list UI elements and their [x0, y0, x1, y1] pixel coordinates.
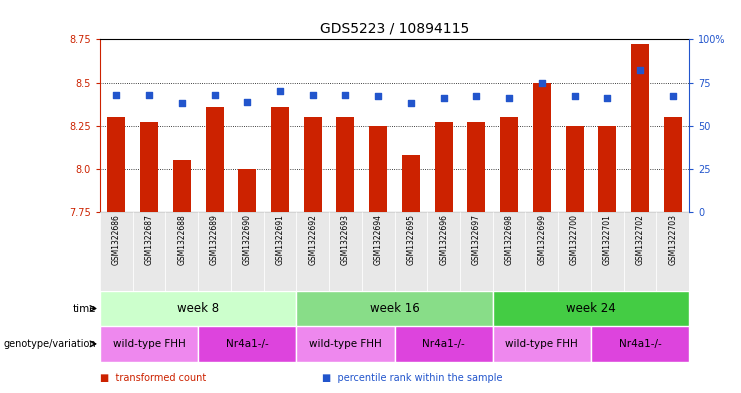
Text: Nr4a1-/-: Nr4a1-/- — [422, 339, 465, 349]
Bar — [493, 326, 591, 362]
Point — [471, 93, 482, 99]
Bar — [100, 291, 296, 326]
Bar — [435, 122, 453, 212]
Text: GSM1322703: GSM1322703 — [668, 214, 677, 265]
Bar — [533, 83, 551, 212]
Bar — [199, 212, 231, 291]
Bar — [565, 126, 584, 212]
Bar — [591, 212, 624, 291]
Bar — [493, 291, 689, 326]
Bar — [631, 44, 649, 212]
Text: GSM1322701: GSM1322701 — [603, 214, 612, 264]
Point — [568, 93, 580, 99]
Bar — [460, 212, 493, 291]
Text: week 8: week 8 — [177, 302, 219, 315]
Text: GSM1322694: GSM1322694 — [373, 214, 382, 265]
Bar — [165, 212, 199, 291]
Bar — [468, 122, 485, 212]
Bar — [231, 212, 264, 291]
Bar — [107, 117, 125, 212]
Point — [209, 92, 221, 98]
Bar — [100, 212, 133, 291]
Point — [634, 67, 646, 73]
Text: week 16: week 16 — [370, 302, 419, 315]
Bar — [558, 212, 591, 291]
Bar — [140, 122, 158, 212]
Text: GSM1322686: GSM1322686 — [112, 214, 121, 264]
Text: GSM1322697: GSM1322697 — [472, 214, 481, 265]
Point — [110, 92, 122, 98]
Bar — [394, 212, 428, 291]
Bar — [591, 326, 689, 362]
Text: wild-type FHH: wild-type FHH — [113, 339, 185, 349]
Text: GSM1322689: GSM1322689 — [210, 214, 219, 264]
Text: wild-type FHH: wild-type FHH — [309, 339, 382, 349]
Text: ■  transformed count: ■ transformed count — [100, 373, 206, 383]
Text: time: time — [73, 303, 96, 314]
Text: GSM1322687: GSM1322687 — [144, 214, 153, 264]
Bar — [402, 155, 420, 212]
Point — [176, 100, 187, 107]
Bar — [598, 126, 617, 212]
Text: week 24: week 24 — [566, 302, 616, 315]
Bar — [428, 212, 460, 291]
Bar — [657, 212, 689, 291]
Point — [274, 88, 286, 94]
Text: GSM1322690: GSM1322690 — [243, 214, 252, 265]
Bar — [296, 212, 329, 291]
Point — [372, 93, 384, 99]
Bar — [394, 326, 493, 362]
Bar — [493, 212, 525, 291]
Bar — [296, 291, 493, 326]
Bar — [664, 117, 682, 212]
Point — [405, 100, 417, 107]
Point — [536, 79, 548, 86]
Bar — [264, 212, 296, 291]
Text: GSM1322698: GSM1322698 — [505, 214, 514, 264]
Text: Nr4a1-/-: Nr4a1-/- — [226, 339, 269, 349]
Title: GDS5223 / 10894115: GDS5223 / 10894115 — [320, 21, 469, 35]
Point — [667, 93, 679, 99]
Text: GSM1322702: GSM1322702 — [636, 214, 645, 264]
Text: GSM1322699: GSM1322699 — [537, 214, 546, 265]
Bar — [173, 160, 191, 212]
Point — [339, 92, 351, 98]
Text: ■  percentile rank within the sample: ■ percentile rank within the sample — [322, 373, 503, 383]
Text: GSM1322695: GSM1322695 — [407, 214, 416, 265]
Bar — [133, 212, 165, 291]
Bar — [336, 117, 354, 212]
Bar — [329, 212, 362, 291]
Point — [307, 92, 319, 98]
Bar — [362, 212, 395, 291]
Bar — [525, 212, 558, 291]
Text: wild-type FHH: wild-type FHH — [505, 339, 578, 349]
Bar — [100, 326, 199, 362]
Point — [242, 98, 253, 105]
Bar — [271, 107, 289, 212]
Text: GSM1322688: GSM1322688 — [177, 214, 186, 264]
Text: GSM1322692: GSM1322692 — [308, 214, 317, 264]
Text: genotype/variation: genotype/variation — [4, 339, 96, 349]
Point — [143, 92, 155, 98]
Bar — [296, 326, 394, 362]
Bar — [205, 107, 224, 212]
Bar — [304, 117, 322, 212]
Text: GSM1322693: GSM1322693 — [341, 214, 350, 265]
Text: GSM1322700: GSM1322700 — [570, 214, 579, 265]
Text: Nr4a1-/-: Nr4a1-/- — [619, 339, 662, 349]
Point — [503, 95, 515, 101]
Point — [438, 95, 450, 101]
Bar — [369, 126, 388, 212]
Bar — [500, 117, 518, 212]
Text: GSM1322696: GSM1322696 — [439, 214, 448, 265]
Bar — [239, 169, 256, 212]
Text: GSM1322691: GSM1322691 — [276, 214, 285, 264]
Bar — [624, 212, 657, 291]
Point — [602, 95, 614, 101]
Bar — [199, 326, 296, 362]
